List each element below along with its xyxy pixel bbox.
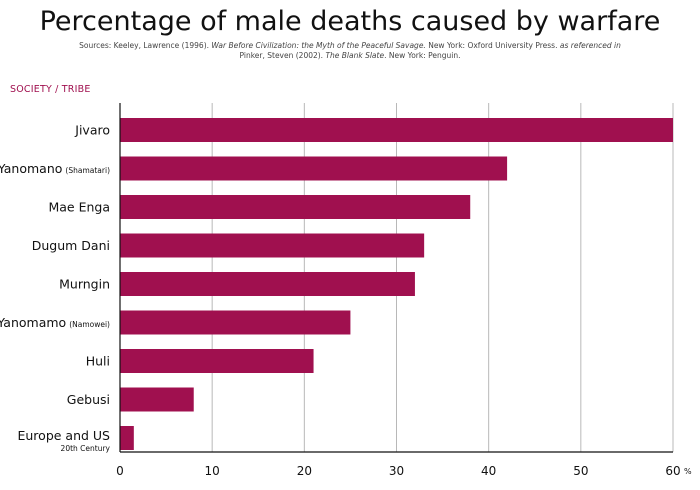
category-label: Huli xyxy=(86,354,110,369)
y-axis-title: SOCIETY / TRIBE xyxy=(10,84,91,95)
sources-part3: Pinker, Steven (2002). xyxy=(239,51,326,60)
x-tick-label: 10 xyxy=(205,464,220,478)
chart-title: Percentage of male deaths caused by warf… xyxy=(39,6,661,37)
category-label: Yanomano (Shamatari) xyxy=(0,161,110,176)
category-label: Mae Enga xyxy=(48,200,110,215)
bar xyxy=(120,195,471,219)
x-tick-label: 60 xyxy=(665,464,680,478)
x-tick-label: 40 xyxy=(481,464,496,478)
x-tick-label: 0 xyxy=(116,464,124,478)
category-label: Gebusi xyxy=(67,392,110,407)
chart-sources: Sources: Keeley, Lawrence (1996). War Be… xyxy=(0,41,700,61)
sources-part2: New York: Oxford University Press. xyxy=(425,41,560,50)
bar xyxy=(120,426,134,450)
category-label: Jivaro xyxy=(74,123,110,138)
sources-ref: as referenced in xyxy=(559,41,621,50)
sources-book1: War Before Civilization: the Myth of the… xyxy=(211,41,426,50)
sources-part1: Sources: Keeley, Lawrence (1996). xyxy=(79,41,212,50)
sources-book2: The Blank Slate xyxy=(325,51,385,60)
category-label: Yanomamo (Namowei) xyxy=(0,315,110,330)
category-sublabel: 20th Century xyxy=(61,444,111,453)
bar xyxy=(120,156,508,181)
bar xyxy=(120,349,314,373)
bar xyxy=(120,233,425,258)
x-tick-label: 50 xyxy=(573,464,588,478)
x-unit-label: % xyxy=(684,467,692,476)
x-tick-label: 20 xyxy=(297,464,312,478)
sources-part4: . New York: Penguin. xyxy=(384,51,461,60)
category-label: Dugum Dani xyxy=(32,238,110,253)
category-label: Murngin xyxy=(59,277,110,292)
category-label: Europe and US xyxy=(17,428,110,443)
bar xyxy=(120,310,351,335)
bar xyxy=(120,118,673,142)
x-tick-label: 30 xyxy=(389,464,404,478)
bar xyxy=(120,387,194,412)
bar xyxy=(120,272,415,296)
